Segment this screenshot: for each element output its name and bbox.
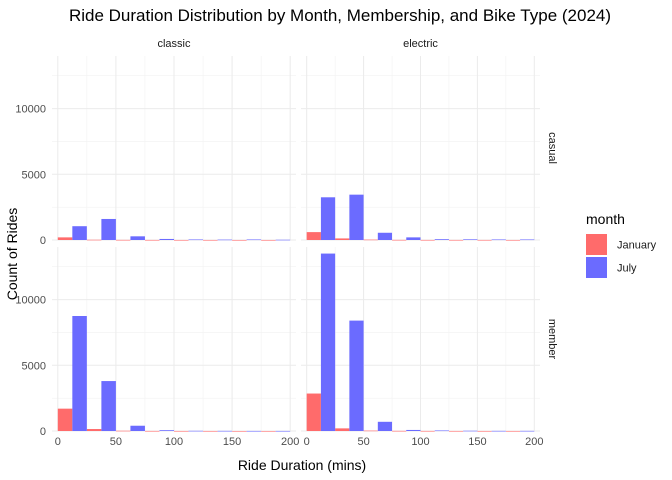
- histogram-bar: [130, 236, 145, 240]
- facet-row-label: member: [546, 319, 558, 360]
- x-tick-label: 150: [468, 436, 486, 448]
- histogram-bar: [203, 239, 218, 241]
- histogram-bar: [406, 237, 421, 240]
- histogram-bar: [320, 197, 336, 240]
- histogram-bar: [232, 239, 247, 241]
- histogram-bar: [420, 430, 435, 432]
- histogram-bar: [505, 430, 521, 432]
- y-axis-title: Count of Rides: [4, 208, 20, 301]
- legend-title: month: [586, 211, 625, 227]
- facet-row-label: casual: [546, 132, 558, 164]
- legend-swatch: [586, 234, 607, 255]
- histogram-bar: [349, 194, 364, 240]
- histogram-bar: [505, 239, 521, 241]
- legend-label: July: [617, 263, 637, 275]
- y-tick-label: 0: [40, 235, 46, 247]
- histogram-bar: [406, 429, 421, 431]
- histogram-bar: [232, 430, 247, 432]
- histogram-bar: [72, 226, 87, 240]
- histogram-bar: [86, 239, 102, 241]
- x-axis-title: Ride Duration (mins): [238, 457, 366, 473]
- histogram-bar: [57, 237, 73, 240]
- histogram-bar: [188, 239, 204, 241]
- histogram-bar: [188, 430, 204, 432]
- histogram-bar: [261, 430, 276, 432]
- histogram-bar: [434, 239, 449, 240]
- histogram-bar: [477, 430, 492, 432]
- histogram-bar: [115, 430, 131, 432]
- facet-column-label: electric: [403, 38, 438, 50]
- histogram-bar: [159, 430, 174, 431]
- facet-panel: 0 5000 10000 0 50 100 150 200: [15, 247, 299, 448]
- facet-column-label: classic: [157, 38, 191, 50]
- histogram-bar: [275, 239, 291, 241]
- histogram-bar: [246, 430, 262, 432]
- histogram-bar: [101, 381, 116, 431]
- histogram-bar: [392, 430, 407, 432]
- histogram-bar: [335, 238, 350, 240]
- histogram-bar: [174, 430, 189, 432]
- histogram-bar: [377, 232, 393, 240]
- chart-title: Ride Duration Distribution by Month, Mem…: [69, 6, 611, 25]
- histogram-bar: [434, 430, 449, 432]
- histogram-bar: [246, 239, 262, 241]
- histogram-bar: [477, 239, 492, 241]
- x-tick-label: 0: [55, 436, 61, 448]
- histogram-bar: [217, 239, 233, 241]
- x-tick-label: 0: [304, 436, 310, 448]
- histogram-bar: [72, 316, 87, 431]
- facet-panel: [301, 56, 540, 241]
- x-tick-label: 50: [110, 436, 122, 448]
- histogram-bar: [203, 430, 218, 432]
- y-tick-label: 10000: [15, 104, 46, 116]
- x-tick-label: 150: [223, 436, 241, 448]
- facet-panels: classic electriccasualmember0500010000050…: [15, 38, 558, 448]
- histogram-bar: [320, 253, 336, 431]
- y-tick-label: 0: [40, 426, 46, 438]
- legend-swatch: [586, 257, 607, 278]
- histogram-bar: [115, 239, 131, 241]
- x-tick-label: 100: [411, 436, 429, 448]
- histogram-bar: [101, 218, 116, 240]
- histogram-bar: [463, 239, 478, 240]
- histogram-bar: [463, 430, 478, 432]
- histogram-bar: [363, 239, 378, 241]
- histogram-bar: [306, 393, 321, 431]
- histogram-bar: [159, 238, 174, 240]
- histogram-bar: [57, 408, 73, 431]
- legend: month January July: [586, 211, 657, 278]
- y-tick-label: 5000: [22, 169, 46, 181]
- histogram-bar: [130, 425, 145, 431]
- histogram-bar: [491, 430, 506, 432]
- histogram-bar: [520, 239, 535, 241]
- histogram-bar: [144, 239, 160, 241]
- x-tick-label: 50: [357, 436, 369, 448]
- histogram-bar: [520, 430, 535, 432]
- legend-label: January: [617, 240, 657, 252]
- histogram-bar: [261, 239, 276, 241]
- histogram-bar: [174, 239, 189, 241]
- histogram-bar: [448, 430, 464, 432]
- x-tick-label: 200: [525, 436, 543, 448]
- histogram-bar: [377, 421, 393, 431]
- histogram-bar: [392, 239, 407, 241]
- x-tick-label: 100: [165, 436, 183, 448]
- histogram-bar: [217, 430, 233, 432]
- histogram-bar: [335, 428, 350, 431]
- histogram-bar: [363, 430, 378, 432]
- histogram-bar: [420, 239, 435, 241]
- y-tick-label: 10000: [15, 295, 46, 307]
- histogram-bar: [86, 429, 102, 431]
- histogram-bar: [491, 239, 506, 241]
- histogram-bar: [349, 320, 364, 431]
- facet-panel: 0 50 100 150 200: [301, 247, 543, 448]
- histogram-bar: [144, 430, 160, 432]
- histogram-bar: [275, 430, 291, 432]
- facet-panel: 0 5000 10000: [15, 56, 296, 247]
- histogram-bar: [306, 232, 321, 240]
- x-tick-label: 200: [281, 436, 299, 448]
- y-tick-label: 5000: [22, 360, 46, 372]
- histogram-bar: [448, 239, 464, 241]
